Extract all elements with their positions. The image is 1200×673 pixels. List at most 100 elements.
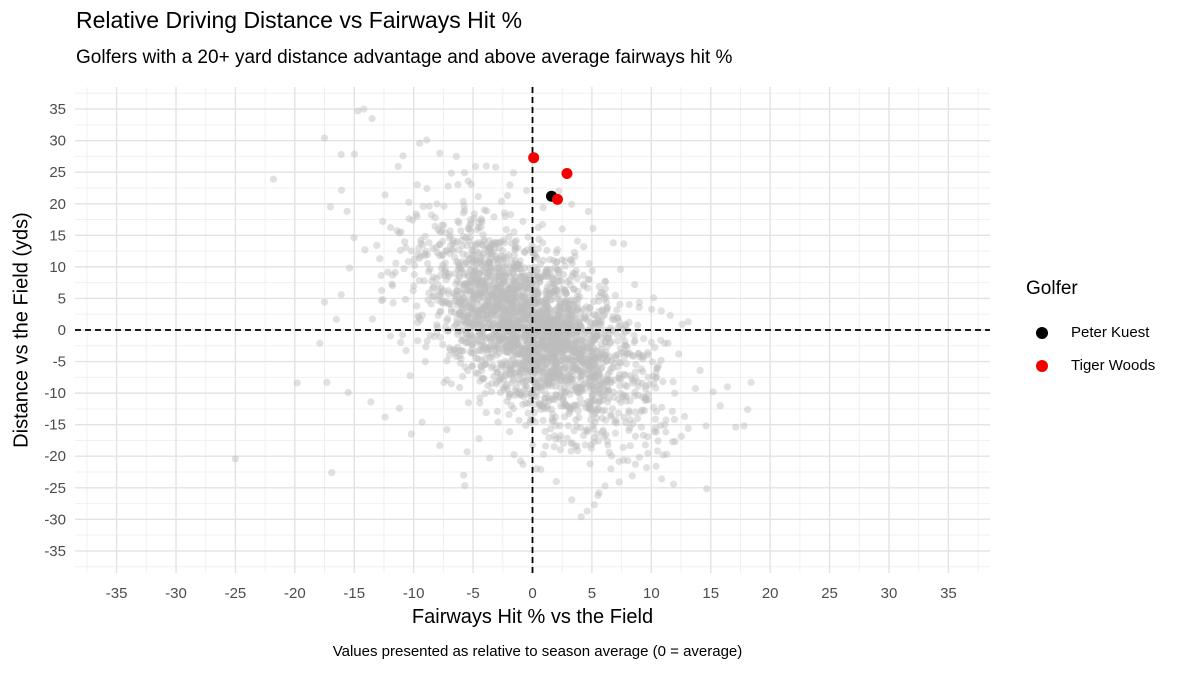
background-point [639, 355, 647, 363]
background-point [531, 400, 540, 408]
background-point [433, 249, 441, 257]
background-point [477, 306, 486, 314]
background-point [524, 369, 532, 378]
background-point [543, 337, 551, 345]
background-point [539, 358, 547, 366]
background-point [548, 337, 556, 345]
background-point [480, 238, 488, 246]
background-point [574, 337, 583, 345]
background-point [587, 444, 595, 452]
background-point [552, 338, 560, 346]
background-point [483, 296, 492, 304]
background-point [474, 290, 482, 299]
background-point [520, 272, 528, 280]
background-point [559, 352, 567, 360]
background-point [568, 375, 576, 384]
background-point [337, 291, 345, 299]
background-point [603, 376, 611, 385]
background-point [576, 322, 584, 330]
background-point [493, 290, 501, 298]
background-point [540, 405, 549, 413]
background-point [652, 368, 660, 376]
background-point [316, 339, 324, 347]
background-point [532, 287, 540, 295]
background-point [548, 317, 556, 325]
background-point [558, 334, 566, 342]
background-point [436, 149, 444, 157]
background-point [511, 321, 520, 329]
background-point [513, 262, 521, 270]
background-point [421, 232, 429, 240]
background-point [553, 347, 561, 355]
background-point [536, 308, 545, 316]
background-point [541, 300, 549, 308]
background-point [587, 441, 595, 449]
background-point [612, 354, 620, 362]
background-point [521, 382, 530, 390]
background-point [520, 305, 528, 313]
background-point [565, 410, 573, 418]
background-point [594, 406, 602, 414]
background-point [569, 340, 578, 348]
background-point [551, 319, 560, 327]
background-point [509, 356, 517, 364]
background-point [542, 287, 550, 295]
background-point [460, 270, 468, 278]
background-point [568, 332, 576, 340]
background-point [575, 332, 584, 340]
background-point [603, 374, 611, 383]
background-point [617, 375, 625, 383]
background-point [549, 367, 557, 375]
background-point [485, 259, 493, 267]
background-point [378, 297, 386, 305]
background-point [460, 317, 468, 325]
background-point [617, 359, 625, 367]
background-point [567, 321, 575, 329]
background-point [691, 384, 700, 393]
background-point [562, 400, 570, 408]
background-point [474, 355, 482, 363]
background-point [550, 360, 558, 368]
background-point [591, 409, 599, 418]
background-point [601, 277, 609, 286]
background-point [473, 312, 481, 320]
background-point [459, 347, 467, 355]
background-point [589, 348, 597, 356]
background-point [629, 352, 637, 360]
background-point [538, 305, 546, 314]
background-point [498, 311, 506, 319]
background-point [502, 342, 510, 350]
background-point [560, 287, 568, 295]
background-point [502, 369, 510, 377]
background-point [551, 306, 559, 315]
background-point [539, 305, 548, 314]
background-point [568, 439, 576, 447]
background-point [550, 330, 558, 339]
background-point [589, 372, 597, 380]
background-point [528, 330, 536, 338]
background-point [485, 244, 493, 252]
background-point [584, 360, 592, 368]
background-point [588, 362, 596, 370]
background-point [501, 262, 510, 270]
background-point [587, 396, 596, 404]
background-point [502, 294, 510, 302]
background-point [580, 360, 589, 369]
background-point [381, 191, 389, 199]
background-point [497, 288, 505, 296]
background-point [502, 292, 510, 300]
background-point [399, 152, 407, 160]
background-point [477, 304, 485, 313]
background-point [515, 342, 523, 350]
background-point [541, 427, 549, 436]
background-point [466, 281, 474, 290]
background-point [511, 360, 520, 368]
background-point [481, 280, 489, 288]
background-point [484, 283, 492, 291]
background-point [425, 239, 433, 247]
background-point [541, 323, 549, 331]
background-point [558, 225, 566, 233]
chart-caption: Values presented as relative to season a… [332, 643, 743, 660]
background-point [536, 341, 544, 349]
background-point [377, 271, 385, 280]
